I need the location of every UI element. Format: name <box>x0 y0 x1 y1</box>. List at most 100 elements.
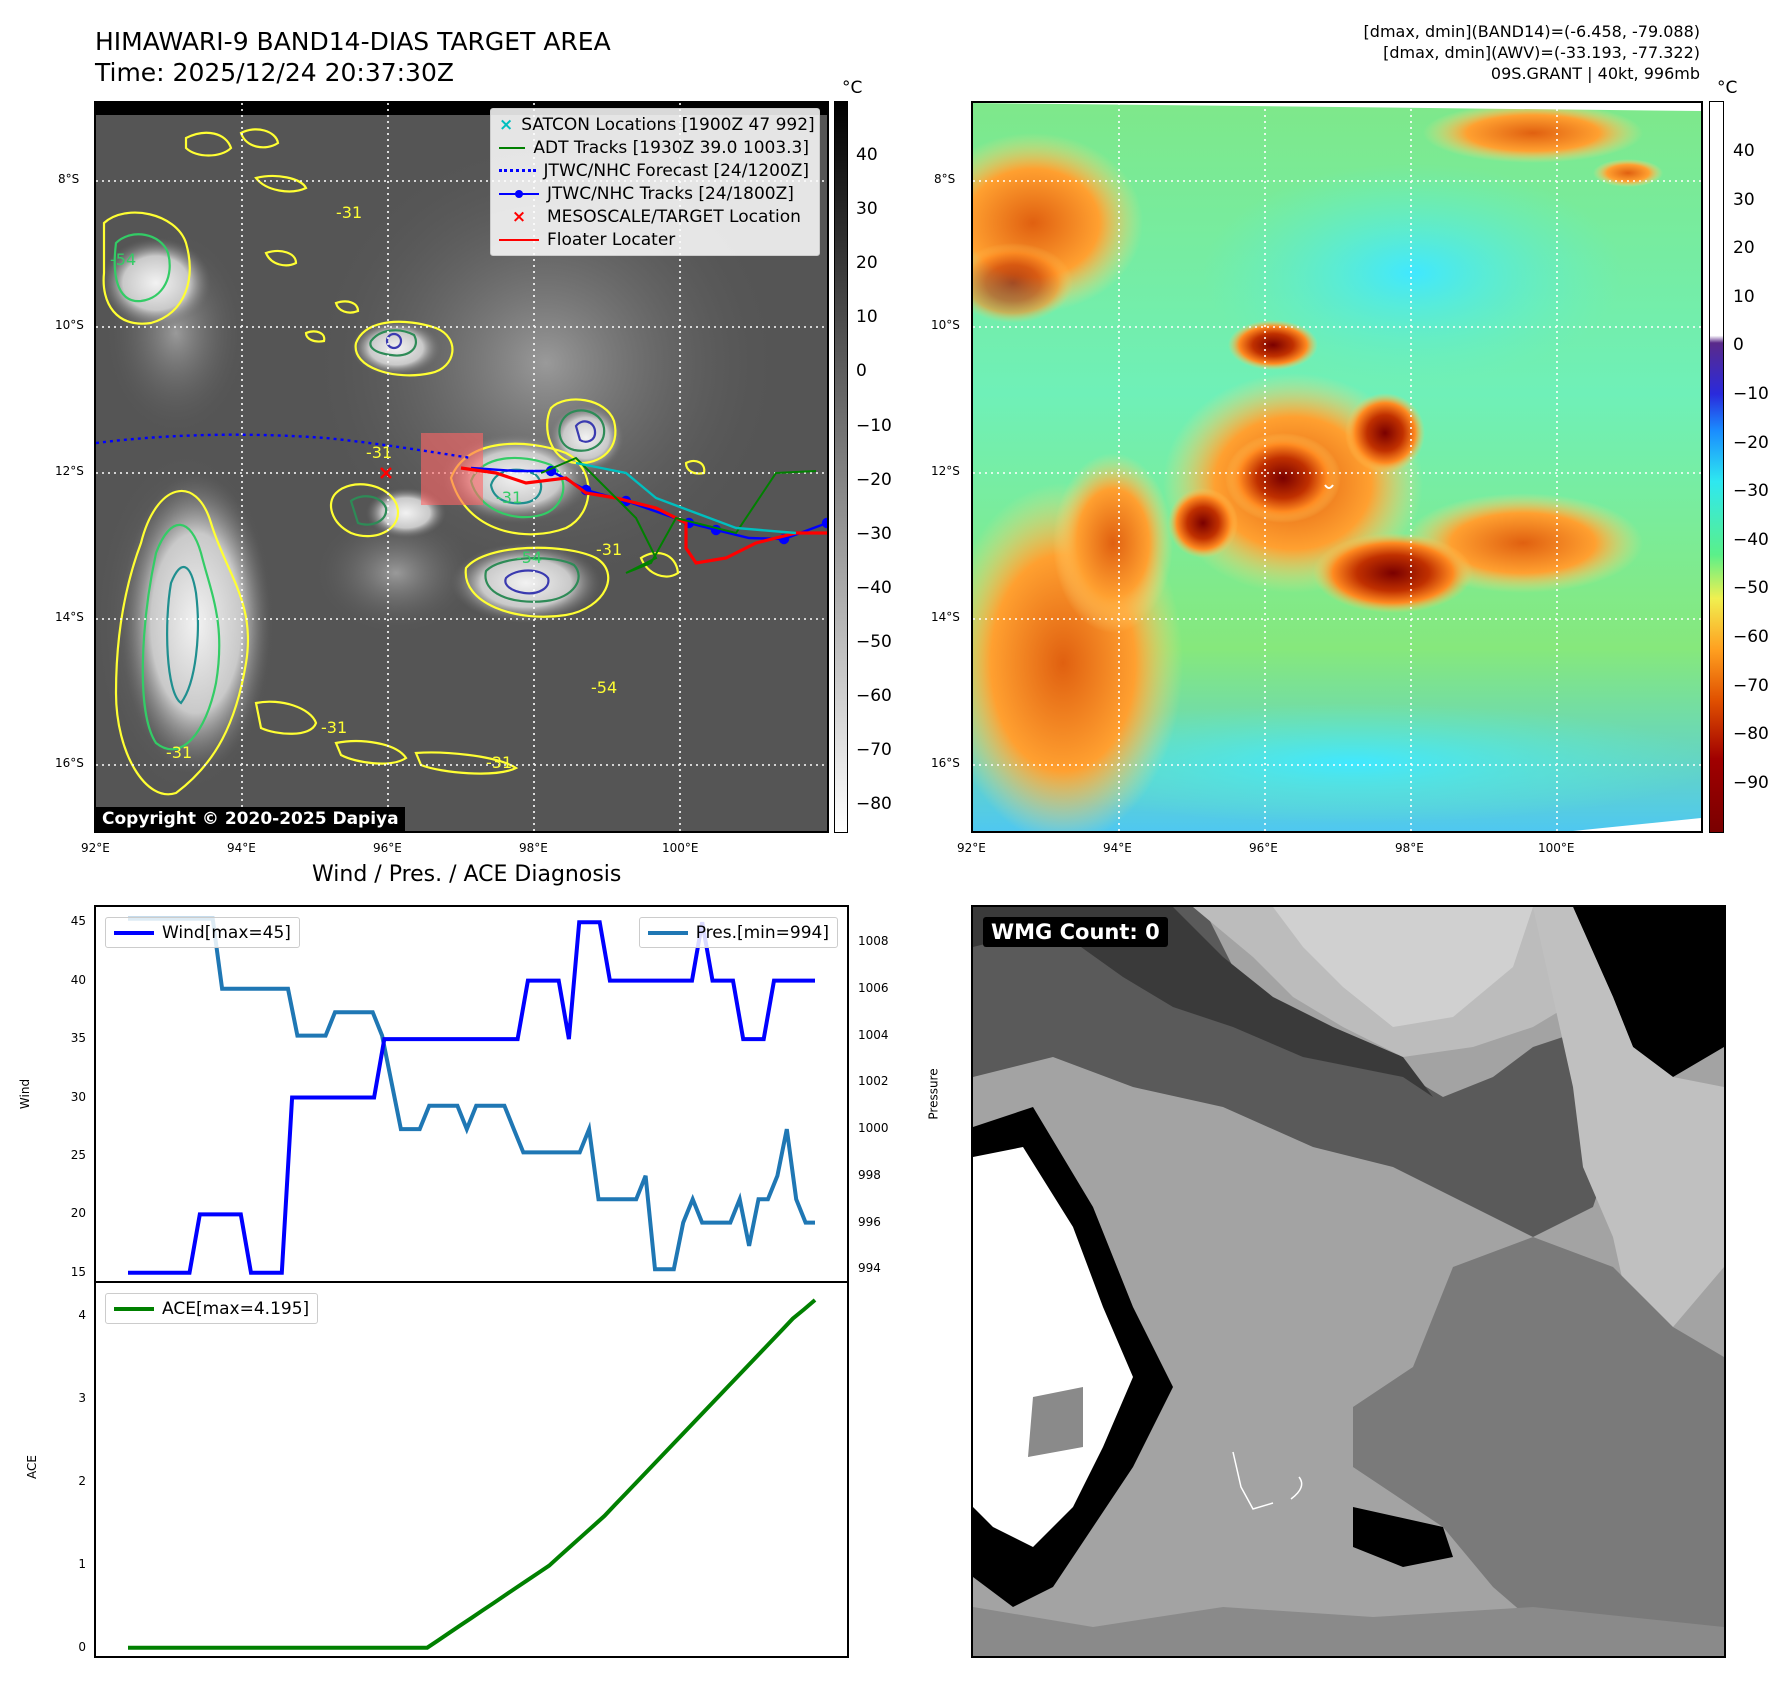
wmg-image <box>973 907 1724 1656</box>
legend-item-jtwc-forecast: JTWC/NHC Forecast [24/1200Z] <box>499 159 809 182</box>
figure-title-line2: Time: 2025/12/24 20:37:30Z <box>95 58 454 87</box>
legend-item-target: × MESOSCALE/TARGET Location <box>499 205 809 228</box>
legend-label: SATCON Locations [1900Z 47 992] <box>521 114 815 135</box>
lon-label: 98°E <box>519 841 548 855</box>
lat-label: 8°S <box>934 172 956 186</box>
lon-label: 92°E <box>957 841 986 855</box>
lon-label: 96°E <box>1249 841 1278 855</box>
awv-gridlines <box>973 103 1701 831</box>
colorbar-tick-label: −50 <box>1733 578 1769 599</box>
lon-label: 94°E <box>227 841 256 855</box>
band14-colorbar <box>834 101 848 833</box>
lon-label: 100°E <box>1538 841 1575 855</box>
contour-label: -31 <box>486 753 512 772</box>
colorbar-tick-label: −60 <box>856 686 892 706</box>
legend-label: Pres.[min=994] <box>695 922 829 943</box>
colorbar-tick-label: 30 <box>856 199 878 220</box>
colorbar-tick-label: −90 <box>1733 772 1769 793</box>
storm-info-text: 09S.GRANT | 40kt, 996mb <box>1490 64 1700 83</box>
wmg-count-badge: WMG Count: 0 <box>983 917 1168 947</box>
contour-labels: -31 -54 -31 -54 -31 -31 -31 -54 -31 -31 <box>110 203 622 772</box>
wind-series-line <box>128 920 815 1275</box>
ace-axis-label: ACE <box>24 1455 39 1479</box>
awv-range-text: [dmax, dmin](AWV)=(-33.193, -77.322) <box>1383 43 1700 62</box>
wind-legend: Wind[max=45] <box>105 917 300 948</box>
y-tick-label: 1004 <box>858 1027 889 1042</box>
contour-label: -31 <box>321 718 347 737</box>
satcon-track <box>575 461 797 535</box>
contour-label: -31 <box>496 488 522 507</box>
lon-label: 100°E <box>662 841 699 855</box>
wmg-panel[interactable]: WMG Count: 0 <box>971 905 1726 1658</box>
legend-label: MESOSCALE/TARGET Location <box>547 206 801 227</box>
lat-label: 14°S <box>55 610 84 624</box>
colorbar-tick-label: 40 <box>856 145 878 165</box>
figure-title-line1: HIMAWARI-9 BAND14-DIAS TARGET AREA <box>95 27 611 56</box>
ace-plot <box>128 1298 817 1650</box>
contour-label: -54 <box>110 250 136 269</box>
floater-line-icon <box>499 238 539 241</box>
y-tick-label: 996 <box>858 1214 881 1229</box>
wind-pressure-plot <box>128 916 815 1275</box>
y-tick-label: 0 <box>78 1639 86 1654</box>
y-tick-label: 25 <box>70 1147 86 1162</box>
lat-label: 14°S <box>931 610 960 624</box>
target-x-marker <box>380 467 392 479</box>
legend-item-satcon: × SATCON Locations [1900Z 47 992] <box>499 113 815 136</box>
awv-map-panel[interactable] <box>971 101 1703 833</box>
wind-axis-label: Wind <box>18 1078 33 1110</box>
colorbar-tick-label: −30 <box>1733 481 1769 502</box>
lat-label: 12°S <box>931 464 960 478</box>
colorbar-tick-label: −70 <box>1733 675 1769 696</box>
wind-pressure-chart[interactable]: Wind[max=45] Pres.[min=994] <box>94 905 849 1283</box>
lon-label: 92°E <box>81 841 110 855</box>
pressure-line-icon <box>647 930 688 935</box>
ace-chart[interactable]: ACE[max=4.195] <box>94 1281 849 1658</box>
colorbar-tick-label: −70 <box>856 740 892 761</box>
y-tick-label: 3 <box>78 1391 86 1406</box>
pressure-series-line <box>128 916 815 1272</box>
lat-label: 16°S <box>931 756 960 770</box>
band14-range-text: [dmax, dmin](BAND14)=(-6.458, -79.088) <box>1363 22 1700 41</box>
legend-label: ACE[max=4.195] <box>162 1298 310 1319</box>
satcon-marker-icon: × <box>499 114 514 135</box>
pressure-legend: Pres.[min=994] <box>638 917 838 948</box>
forecast-dotted-icon <box>499 169 536 172</box>
lat-label: 8°S <box>58 172 80 186</box>
y-tick-label: 1 <box>78 1556 86 1571</box>
y-tick-label: 45 <box>70 914 86 929</box>
colorbar-tick-label: −20 <box>856 469 892 490</box>
colorbar-tick-label: −40 <box>1733 529 1769 550</box>
colorbar-unit: °C <box>1717 78 1738 98</box>
colorbar-tick-label: −20 <box>1733 432 1769 453</box>
lon-label: 98°E <box>1395 841 1424 855</box>
colorbar-tick-label: 10 <box>856 307 878 328</box>
contour-label: -31 <box>366 443 392 462</box>
contour-label: -54 <box>516 548 542 567</box>
colorbar-tick-label: 20 <box>856 253 878 274</box>
contour-label: -54 <box>591 678 617 697</box>
colorbar-tick-label: −60 <box>1733 627 1769 647</box>
colorbar-tick-label: −10 <box>1733 384 1769 404</box>
awv-colorbar <box>1709 101 1724 833</box>
y-tick-label: 1002 <box>858 1074 889 1089</box>
legend-label: Wind[max=45] <box>162 922 291 943</box>
storm-center-marker <box>1324 484 1334 489</box>
lon-label: 96°E <box>373 841 402 855</box>
band14-map-panel[interactable]: -31 -54 -31 -54 -31 -31 -31 -54 -31 -31 … <box>94 101 829 833</box>
y-tick-label: 1008 <box>858 934 889 949</box>
colorbar-tick-label: −80 <box>1733 724 1769 745</box>
colorbar-tick-label: 30 <box>1733 189 1755 210</box>
colorbar-tick-label: 10 <box>1733 286 1755 307</box>
lat-label: 16°S <box>55 756 84 770</box>
legend-label: JTWC/NHC Tracks [24/1800Z] <box>547 183 794 204</box>
legend-label: Floater Locater <box>547 229 676 250</box>
band14-legend: × SATCON Locations [1900Z 47 992] ADT Tr… <box>490 108 820 256</box>
legend-item-floater: Floater Locater <box>499 228 809 251</box>
adt-track <box>540 456 817 574</box>
copyright-badge: Copyright © 2020-2025 Dapiya <box>96 807 405 831</box>
colorbar-tick-label: −40 <box>856 577 892 598</box>
colorbar-tick-label: −30 <box>856 523 892 544</box>
adt-line-icon <box>499 146 526 149</box>
awv-map-image <box>973 103 1701 831</box>
